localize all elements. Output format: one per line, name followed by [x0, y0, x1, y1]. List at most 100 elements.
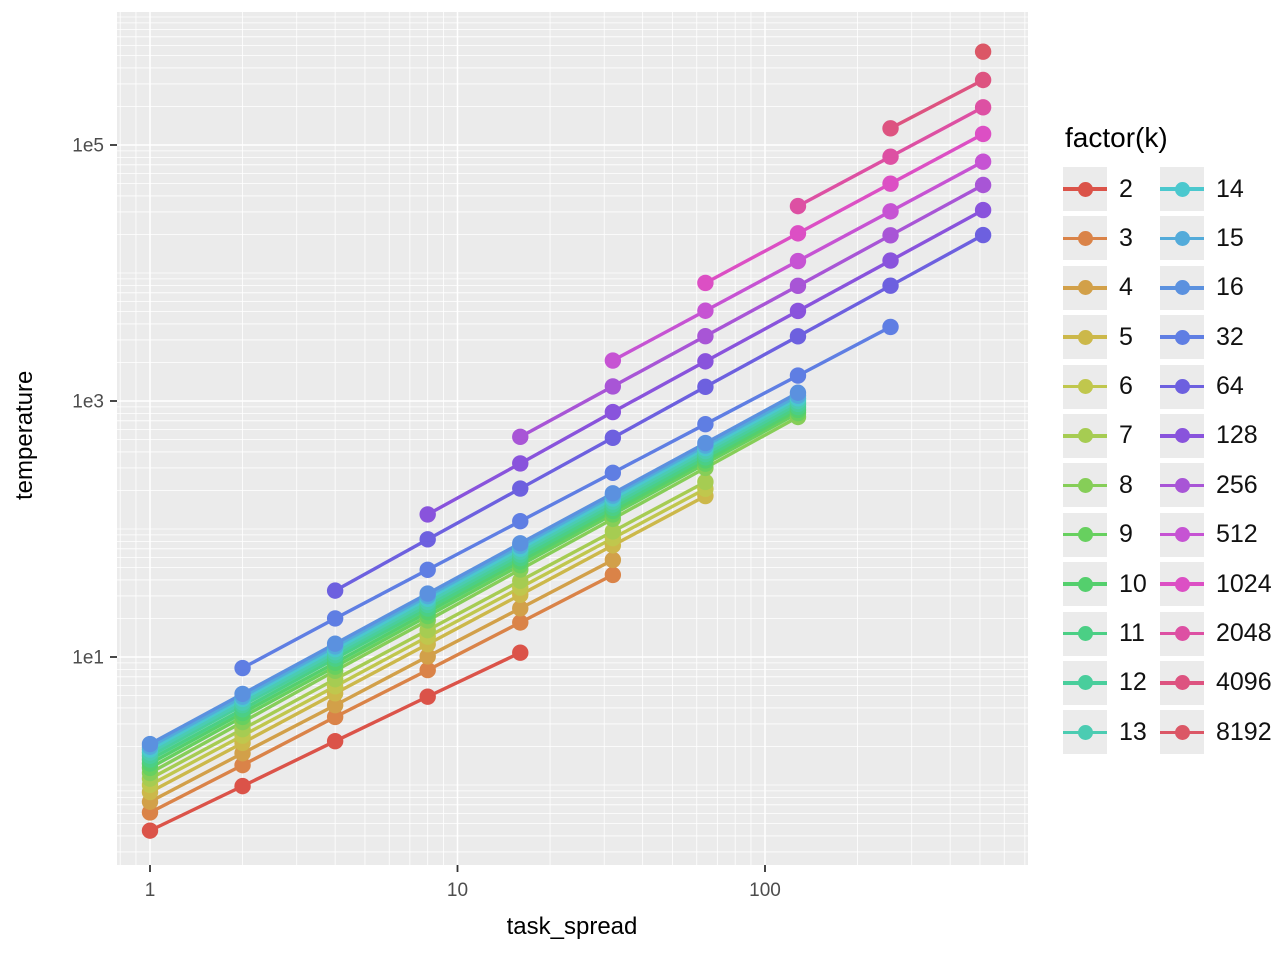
legend-label: 4 — [1119, 273, 1133, 302]
data-point — [882, 203, 899, 220]
legend-key-swatch — [1160, 413, 1204, 458]
data-point — [512, 480, 529, 497]
legend-label: 3 — [1119, 223, 1133, 252]
series-line-k-256 — [518, 183, 985, 439]
legend-label: 15 — [1216, 223, 1244, 252]
data-point — [789, 225, 807, 242]
legend-entry-2: 2 — [1063, 167, 1148, 211]
data-point — [326, 708, 344, 726]
data-point — [882, 227, 899, 244]
legend-label: 6 — [1119, 372, 1133, 401]
legend-label: 128 — [1216, 421, 1258, 450]
data-point — [326, 582, 344, 599]
legend-label: 5 — [1119, 322, 1133, 351]
legend-entry-3: 3 — [1063, 216, 1148, 261]
data-point — [604, 429, 622, 446]
legend-label: 512 — [1216, 520, 1258, 549]
legend-point-glyph — [1077, 576, 1093, 592]
data-point — [512, 644, 529, 661]
data-point — [604, 464, 622, 481]
legend-point-glyph — [1174, 675, 1190, 691]
legend-point-glyph — [1077, 724, 1093, 740]
legend-key-swatch — [1160, 167, 1204, 211]
data-point — [419, 648, 436, 665]
data-point — [697, 274, 714, 292]
series-line-k-8 — [148, 415, 800, 775]
legend-label: 1024 — [1216, 569, 1272, 598]
data-point — [789, 197, 807, 215]
data-point — [604, 378, 622, 395]
legend-entry-14: 14 — [1160, 167, 1272, 211]
series-points-k-32 — [234, 318, 899, 677]
legend-label: 7 — [1119, 421, 1133, 450]
series-points-k-256 — [512, 176, 992, 446]
legend-key-swatch — [1160, 562, 1204, 607]
legend-point-glyph — [1174, 280, 1190, 296]
legend-key-swatch — [1063, 216, 1107, 261]
y-tick-labels: 1e1 1e3 1e5 — [72, 136, 104, 669]
legend-label: 10 — [1119, 569, 1147, 598]
series-points-k-1024 — [697, 125, 992, 292]
legend-key-swatch — [1063, 167, 1107, 211]
legend-label: 256 — [1216, 470, 1258, 499]
legend: factor(k) 2 3 4 5 6 7 8 9 10 11 12 13 14 15 16 32 64 128 2… — [1063, 122, 1272, 755]
data-point — [604, 566, 622, 584]
series-line-k-10 — [148, 408, 800, 766]
legend-point-glyph — [1174, 379, 1190, 395]
legend-entry-9: 9 — [1063, 512, 1148, 557]
legend-key-swatch — [1160, 463, 1204, 508]
legend-label: 2 — [1119, 174, 1133, 203]
data-point — [512, 572, 529, 589]
legend-point-glyph — [1174, 626, 1190, 642]
data-point — [512, 535, 529, 552]
data-point — [882, 148, 899, 165]
series-points-k-8192 — [974, 43, 992, 60]
legend-entry-8: 8 — [1063, 463, 1148, 508]
data-point — [326, 635, 344, 652]
legend-key-swatch — [1160, 611, 1204, 656]
legend-entry-128: 128 — [1160, 413, 1272, 458]
legend-key-swatch — [1160, 216, 1204, 261]
legend-entry-8192: 8192 — [1160, 710, 1272, 755]
series-points-k-16 — [141, 384, 807, 753]
x-tick-label-1: 1 — [145, 880, 156, 901]
legend-key-swatch — [1063, 265, 1107, 310]
data-point — [882, 175, 899, 192]
data-point — [512, 455, 529, 472]
legend-entries: 2 3 4 5 6 7 8 9 10 11 12 13 14 15 16 32 64 128 256 512 1024 2… — [1063, 167, 1272, 755]
x-tick-label-10: 10 — [447, 880, 468, 901]
legend-key-swatch — [1160, 364, 1204, 409]
legend-point-glyph — [1174, 181, 1190, 197]
data-point — [419, 585, 436, 602]
data-point — [419, 531, 436, 548]
series-line-k-3 — [148, 573, 615, 815]
legend-label: 16 — [1216, 273, 1244, 302]
legend-point-glyph — [1174, 230, 1190, 246]
legend-point-glyph — [1077, 329, 1093, 345]
legend-point-glyph — [1077, 675, 1093, 691]
legend-entry-6: 6 — [1063, 364, 1148, 409]
legend-key-swatch — [1063, 315, 1107, 360]
series-line-k-13 — [148, 399, 800, 755]
series-points-k-4096 — [882, 71, 992, 137]
data-point — [512, 428, 529, 446]
legend-point-glyph — [1174, 576, 1190, 592]
series-points — [141, 43, 992, 839]
series-line-k-12 — [148, 402, 800, 758]
data-point — [974, 153, 992, 170]
legend-key-swatch — [1063, 660, 1107, 705]
legend-label: 32 — [1216, 322, 1244, 351]
data-point — [789, 252, 807, 270]
legend-key-swatch — [1063, 611, 1107, 656]
legend-key-swatch — [1160, 512, 1204, 557]
data-point — [326, 697, 344, 714]
data-point — [604, 352, 622, 369]
legend-entry-15: 15 — [1160, 216, 1272, 261]
data-point — [512, 600, 529, 617]
legend-title: factor(k) — [1065, 122, 1168, 153]
legend-point-glyph — [1077, 626, 1093, 642]
series-line-k-1024 — [703, 132, 985, 285]
series-line-k-16 — [148, 391, 800, 746]
series-line-k-11 — [148, 405, 800, 762]
legend-key-swatch — [1063, 413, 1107, 458]
